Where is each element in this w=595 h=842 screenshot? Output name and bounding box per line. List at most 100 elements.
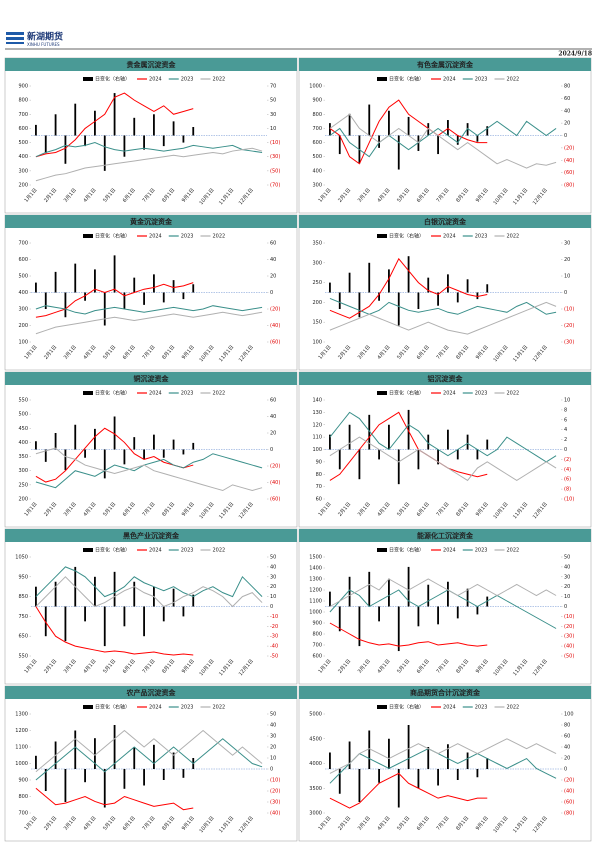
legend-label: 2024: [443, 77, 456, 83]
x-tick-label: 6月1日: [122, 658, 137, 674]
x-tick-label: 6月1日: [416, 658, 431, 674]
y2-tick-label: (10): [564, 614, 574, 620]
y-tick-label: 100: [312, 447, 322, 453]
x-tick-label: 1月1日: [23, 344, 38, 360]
y-tick-label: 400: [18, 290, 28, 296]
line-series: [329, 436, 557, 482]
y2-tick-label: 70: [270, 84, 276, 90]
legend-label: 2024: [149, 705, 162, 711]
x-tick-label: 7月1日: [141, 344, 156, 360]
bar: [133, 581, 136, 607]
bar: [348, 113, 351, 136]
panel-title-bar: [5, 529, 297, 542]
bar: [192, 284, 195, 293]
y-tick-label: 1100: [309, 599, 322, 605]
x-tick-label: 8月1日: [161, 501, 176, 517]
y2-tick-label: -20: [270, 624, 278, 630]
y2-tick-label: 10: [564, 594, 570, 600]
y-tick-label: 600: [312, 654, 322, 660]
bar: [74, 424, 77, 450]
bar: [348, 272, 351, 293]
legend-label: 日变化（右轴）: [95, 704, 130, 711]
x-tick-label: 11月1日: [218, 501, 235, 520]
y2-tick-label: 30: [270, 734, 276, 740]
y-tick-label: 200: [312, 300, 322, 306]
chart-title: 黄金沉淀资金: [130, 217, 173, 226]
x-tick-label: 10月1日: [492, 187, 509, 206]
y2-tick-label: 60: [564, 96, 570, 102]
y-tick-label: 500: [18, 274, 28, 280]
line-series: [35, 453, 263, 489]
bar: [113, 571, 116, 607]
bar: [153, 434, 155, 450]
x-tick-label: 9月1日: [181, 658, 196, 674]
bar: [348, 424, 351, 450]
x-tick-label: 12月1日: [238, 501, 255, 520]
bar: [74, 263, 77, 293]
bar: [35, 282, 37, 293]
x-tick-label: 7月1日: [141, 815, 156, 831]
bar: [388, 424, 390, 450]
bar: [35, 755, 37, 769]
y-tick-label: 1000: [309, 610, 322, 616]
chart-title: 农产品沉淀资金: [126, 688, 177, 697]
y2-tick-label: (60): [564, 800, 574, 806]
bar: [378, 769, 380, 783]
bar: [437, 769, 439, 786]
y2-tick-label: (8): [564, 487, 571, 493]
x-tick-label: 7月1日: [435, 815, 450, 831]
x-tick-label: 12月1日: [238, 344, 255, 363]
bar: [348, 741, 351, 769]
legend-label: 2023: [181, 705, 194, 711]
y-tick-label: 150: [312, 320, 322, 326]
x-tick-label: 9月1日: [475, 658, 490, 674]
bar: [143, 135, 145, 150]
y-tick-label: 700: [312, 643, 322, 649]
x-tick-label: 5月1日: [102, 344, 117, 360]
y2-tick-label: 30: [564, 241, 570, 247]
x-tick-label: 9月1日: [181, 501, 196, 517]
bar: [84, 769, 86, 783]
y2-tick-label: 10: [564, 398, 570, 404]
y2-tick-label: 60: [270, 241, 276, 247]
bar: [133, 437, 136, 450]
y2-tick-label: (80): [564, 183, 574, 189]
bar: [94, 110, 96, 136]
x-tick-label: 5月1日: [396, 658, 411, 674]
x-tick-label: 7月1日: [141, 501, 156, 517]
line-series: [329, 411, 488, 481]
y-tick-label: 900: [312, 621, 322, 627]
bar: [74, 730, 77, 769]
y2-tick-label: 20: [564, 756, 570, 762]
bar: [437, 449, 439, 465]
legend-label: 日变化（右轴）: [95, 233, 130, 240]
logo-stripe: [6, 32, 24, 35]
chart-title: 商品期货合计沉淀资金: [410, 688, 481, 697]
x-tick-label: 4月1日: [82, 187, 97, 203]
line-series: [35, 427, 194, 483]
x-tick-label: 11月1日: [512, 187, 529, 206]
bar: [113, 255, 116, 293]
y-tick-label: 300: [18, 307, 28, 313]
y-tick-label: 200: [18, 323, 28, 329]
y-tick-label: 1200: [15, 728, 28, 734]
x-tick-label: 5月1日: [396, 187, 411, 203]
bar: [44, 292, 47, 309]
y-tick-label: 250: [312, 280, 322, 286]
line-series: [35, 282, 194, 318]
y-tick-label: 90: [316, 459, 322, 465]
y-tick-label: 800: [312, 112, 322, 118]
x-tick-label: 7月1日: [435, 501, 450, 517]
line-series: [35, 92, 194, 158]
bar: [143, 292, 145, 305]
bar: [153, 114, 155, 136]
line-series: [329, 589, 557, 629]
x-tick-label: 12月1日: [532, 187, 549, 206]
y2-tick-label: 0: [564, 604, 567, 610]
y-tick-label: 200: [18, 497, 28, 503]
panel-title-bar: [5, 215, 297, 228]
x-tick-label: 8月1日: [161, 344, 176, 360]
x-tick-label: 2月1日: [43, 815, 58, 831]
panel-title-bar: [299, 58, 591, 71]
x-tick-label: 1月1日: [317, 815, 332, 831]
